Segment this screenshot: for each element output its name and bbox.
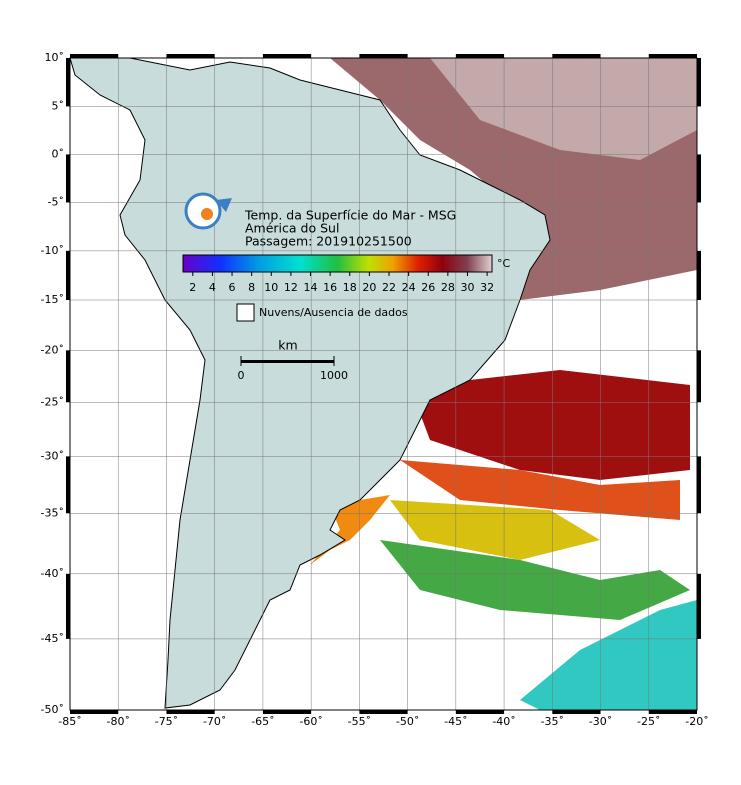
lon-tick-label: -85˚ bbox=[58, 715, 81, 728]
lon-tick-label: -55˚ bbox=[348, 715, 371, 728]
frame-segment bbox=[697, 250, 701, 301]
frame-segment bbox=[262, 710, 312, 714]
lon-tick-label: -25˚ bbox=[637, 715, 660, 728]
map-area bbox=[70, 58, 697, 710]
frame-segment bbox=[70, 54, 119, 58]
colorbar-tick-label: 6 bbox=[229, 281, 236, 294]
lon-tick-label: -20˚ bbox=[685, 715, 708, 728]
colorbar-unit: °C bbox=[497, 257, 511, 270]
lon-tick-label: -30˚ bbox=[589, 715, 612, 728]
lat-tick-label: -15˚ bbox=[41, 293, 64, 306]
colorbar-tick-label: 4 bbox=[209, 281, 216, 294]
title-line: Temp. da Superfície do Mar - MSG bbox=[244, 208, 456, 223]
colorbar-tick-label: 32 bbox=[480, 281, 494, 294]
frame-segment bbox=[66, 456, 70, 514]
lon-tick-label: -60˚ bbox=[299, 715, 322, 728]
lat-tick-label: -50˚ bbox=[41, 703, 64, 716]
frame-segment bbox=[697, 154, 701, 203]
frame-segment bbox=[66, 250, 70, 301]
logo bbox=[184, 192, 232, 230]
frame-segment bbox=[66, 154, 70, 203]
frame-segment bbox=[70, 710, 119, 714]
sst-cyan bbox=[520, 600, 697, 710]
frame-segment bbox=[697, 573, 701, 639]
frame-segment bbox=[697, 456, 701, 514]
frame-segment bbox=[697, 350, 701, 403]
sst-green bbox=[380, 540, 690, 620]
colorbar-tick-label: 14 bbox=[304, 281, 318, 294]
colorbar-tick-label: 30 bbox=[460, 281, 474, 294]
lat-tick-label: 10˚ bbox=[45, 51, 65, 64]
lat-tick-label: -20˚ bbox=[41, 343, 64, 356]
lat-tick-label: -30˚ bbox=[41, 449, 64, 462]
lon-tick-label: -45˚ bbox=[444, 715, 467, 728]
frame-segment bbox=[648, 54, 697, 58]
lat-tick-label: 0˚ bbox=[52, 147, 65, 160]
legend-swatch bbox=[236, 303, 255, 322]
colorbar-tick-label: 10 bbox=[264, 281, 278, 294]
frame-segment bbox=[552, 710, 601, 714]
lat-tick-label: -40˚ bbox=[41, 567, 64, 580]
lon-tick-label: -65˚ bbox=[251, 715, 274, 728]
lon-tick-label: -40˚ bbox=[492, 715, 515, 728]
frame-segment bbox=[552, 54, 601, 58]
colorbar-tick-label: 26 bbox=[421, 281, 435, 294]
frame-segment bbox=[455, 710, 505, 714]
colorbar-tick-label: 20 bbox=[362, 281, 376, 294]
scale-unit: km bbox=[278, 338, 297, 353]
colorbar-tick-label: 2 bbox=[189, 281, 196, 294]
lat-tick-label: -5˚ bbox=[48, 195, 64, 208]
colorbar-tick-label: 18 bbox=[343, 281, 357, 294]
lon-tick-label: -70˚ bbox=[203, 715, 226, 728]
title-line: América do Sul bbox=[245, 221, 339, 236]
scale-tick-label: 1000 bbox=[320, 369, 348, 382]
frame-segment bbox=[262, 54, 312, 58]
legend-label: Nuvens/Ausencia de dados bbox=[259, 306, 408, 319]
colorbar-tick-label: 28 bbox=[441, 281, 455, 294]
lat-tick-label: 5˚ bbox=[52, 99, 65, 112]
colorbar-tick-label: 24 bbox=[402, 281, 416, 294]
scale-bar bbox=[241, 360, 334, 363]
lon-tick-label: -50˚ bbox=[396, 715, 419, 728]
lat-tick-label: -25˚ bbox=[41, 395, 64, 408]
frame-segment bbox=[66, 573, 70, 639]
grid bbox=[70, 58, 697, 710]
sst-yellow bbox=[390, 500, 600, 560]
colorbar-tick-label: 8 bbox=[248, 281, 255, 294]
scale-tick-label: 0 bbox=[238, 369, 245, 382]
frame-segment bbox=[66, 58, 70, 107]
sst-clouds bbox=[430, 58, 697, 160]
lat-tick-label: -10˚ bbox=[41, 244, 64, 257]
frame-segment bbox=[648, 710, 697, 714]
sst-orange bbox=[400, 460, 680, 520]
lon-tick-label: -75˚ bbox=[155, 715, 178, 728]
colorbar-tick-label: 16 bbox=[323, 281, 337, 294]
colorbar-tick-label: 22 bbox=[382, 281, 396, 294]
frame-segment bbox=[166, 710, 215, 714]
lat-tick-label: -45˚ bbox=[41, 632, 64, 645]
lat-tick-label: -35˚ bbox=[41, 506, 64, 519]
frame-segment bbox=[359, 54, 408, 58]
frame-segment bbox=[166, 54, 215, 58]
frame-segment bbox=[66, 350, 70, 403]
lon-tick-label: -80˚ bbox=[106, 715, 129, 728]
frame-segment bbox=[359, 710, 408, 714]
frame-segment bbox=[697, 58, 701, 107]
colorbar-tick-label: 12 bbox=[284, 281, 298, 294]
title-line: Passagem: 201910251500 bbox=[245, 234, 412, 249]
frame-segment bbox=[455, 54, 505, 58]
colorbar bbox=[182, 254, 493, 273]
lon-tick-label: -35˚ bbox=[541, 715, 564, 728]
